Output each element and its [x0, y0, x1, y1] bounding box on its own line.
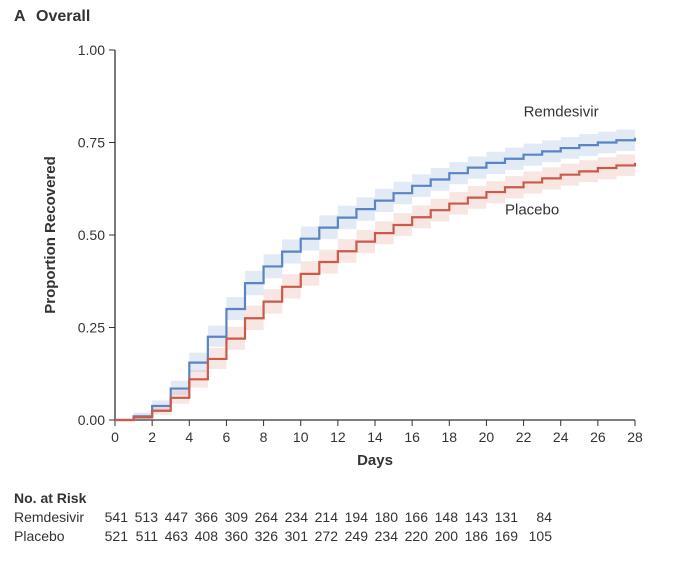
risk-cell: 148: [428, 508, 458, 527]
risk-row-name: Remdesivir: [14, 508, 98, 527]
svg-text:12: 12: [330, 429, 346, 445]
risk-rows: Remdesivir541513447366309264234214194180…: [14, 508, 674, 546]
svg-text:8: 8: [260, 429, 268, 445]
risk-cell: 463: [158, 527, 188, 546]
risk-cell: 169: [488, 527, 518, 546]
risk-cell: 326: [248, 527, 278, 546]
svg-text:Proportion Recovered: Proportion Recovered: [42, 156, 59, 314]
figure-panel: A Overall 0.000.250.500.751.000246810121…: [0, 0, 689, 565]
risk-cell: 541: [98, 508, 128, 527]
risk-cell: 272: [308, 527, 338, 546]
risk-cell: 447: [158, 508, 188, 527]
risk-table-title: No. at Risk: [14, 490, 674, 506]
svg-text:24: 24: [553, 429, 569, 445]
risk-cell: 180: [368, 508, 398, 527]
svg-text:16: 16: [404, 429, 420, 445]
svg-text:26: 26: [590, 429, 606, 445]
panel-letter: A: [14, 8, 26, 26]
svg-text:0.00: 0.00: [78, 412, 105, 428]
km-chart: 0.000.250.500.751.0002468101214161820222…: [20, 30, 660, 470]
risk-cell: 131: [488, 508, 518, 527]
risk-row: Placebo521511463408360326301272249234220…: [14, 527, 674, 546]
risk-cell: 105: [518, 527, 552, 546]
svg-text:22: 22: [516, 429, 532, 445]
risk-cell: 408: [188, 527, 218, 546]
risk-cell: 234: [368, 527, 398, 546]
svg-text:1.00: 1.00: [78, 42, 105, 58]
risk-cell: 249: [338, 527, 368, 546]
risk-cell: 309: [218, 508, 248, 527]
svg-text:4: 4: [185, 429, 193, 445]
svg-text:0.50: 0.50: [78, 227, 105, 243]
risk-table: No. at Risk Remdesivir541513447366309264…: [14, 490, 674, 546]
risk-cell: 301: [278, 527, 308, 546]
svg-text:10: 10: [293, 429, 309, 445]
svg-text:0: 0: [111, 429, 119, 445]
panel-title: Overall: [36, 8, 90, 26]
risk-cell: 186: [458, 527, 488, 546]
svg-text:18: 18: [441, 429, 457, 445]
risk-cell: 200: [428, 527, 458, 546]
risk-cell: 234: [278, 508, 308, 527]
risk-cell: 220: [398, 527, 428, 546]
risk-cell: 143: [458, 508, 488, 527]
svg-text:0.75: 0.75: [78, 135, 105, 151]
placebo-label: Placebo: [505, 202, 559, 219]
risk-cell: 513: [128, 508, 158, 527]
risk-cell: 166: [398, 508, 428, 527]
svg-text:20: 20: [479, 429, 495, 445]
risk-cell: 366: [188, 508, 218, 527]
svg-text:Days: Days: [357, 452, 393, 469]
remdesivir-label: Remdesivir: [524, 104, 599, 121]
risk-cell: 264: [248, 508, 278, 527]
risk-cell: 84: [518, 508, 552, 527]
svg-text:14: 14: [367, 429, 383, 445]
risk-cell: 360: [218, 527, 248, 546]
risk-cell: 194: [338, 508, 368, 527]
risk-row-name: Placebo: [14, 527, 98, 546]
svg-text:2: 2: [148, 429, 156, 445]
risk-cell: 214: [308, 508, 338, 527]
svg-text:6: 6: [223, 429, 231, 445]
svg-text:28: 28: [627, 429, 643, 445]
svg-text:0.25: 0.25: [78, 320, 105, 336]
risk-cell: 511: [128, 527, 158, 546]
risk-cell: 521: [98, 527, 128, 546]
risk-row: Remdesivir541513447366309264234214194180…: [14, 508, 674, 527]
